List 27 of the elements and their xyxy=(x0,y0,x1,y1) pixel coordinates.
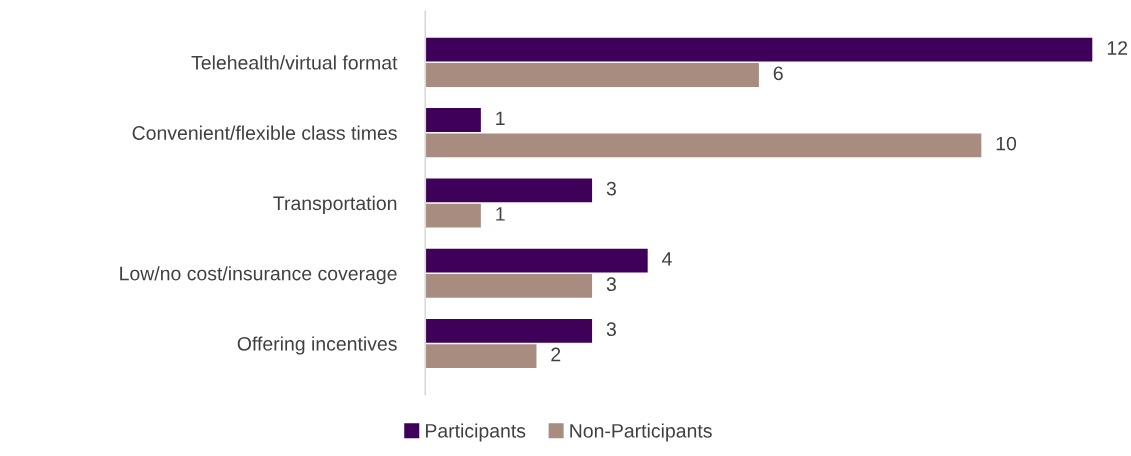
data-label: 6 xyxy=(773,66,783,81)
bar xyxy=(425,248,648,273)
data-label: 1 xyxy=(496,207,505,221)
data-label: 1 xyxy=(496,111,505,126)
data-label: 12 xyxy=(1107,41,1128,55)
data-label: 10 xyxy=(996,136,1017,151)
data-label: 3 xyxy=(606,181,616,196)
bar xyxy=(425,178,593,203)
y-tick-label: Low/no cost/insurance coverage xyxy=(120,266,397,285)
bar xyxy=(425,133,982,158)
data-label: 2 xyxy=(551,347,561,362)
legend-label: Non-Participants xyxy=(570,423,712,442)
legend-label: Participants xyxy=(425,423,526,442)
bar xyxy=(425,37,1093,62)
y-tick-label: Transportation xyxy=(273,195,397,214)
bar xyxy=(425,344,537,369)
data-label: 3 xyxy=(606,322,616,337)
bar xyxy=(425,318,593,343)
y-tick-label: Telehealth/virtual format xyxy=(191,55,398,70)
y-tick-label: Offering incentives xyxy=(237,336,397,355)
bar xyxy=(425,203,481,228)
bar xyxy=(425,63,759,87)
data-label: 4 xyxy=(662,252,672,266)
y-tick-label: Convenient/flexible class times xyxy=(132,125,397,140)
bar xyxy=(425,273,593,298)
bar xyxy=(425,108,481,132)
data-label: 3 xyxy=(606,277,616,292)
